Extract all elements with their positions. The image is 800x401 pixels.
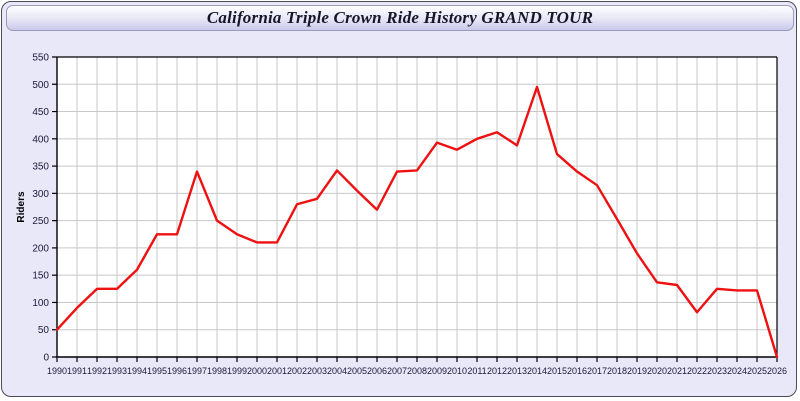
x-tick-label: 1991	[67, 366, 87, 376]
x-tick-label: 2006	[367, 366, 387, 376]
x-tick-label: 2003	[307, 366, 327, 376]
x-tick-label: 2014	[527, 366, 547, 376]
x-tick-label: 2023	[707, 366, 727, 376]
page-title: California Triple Crown Ride History GRA…	[206, 8, 594, 27]
x-axis-ticks: 1990 1991 1992 1993 1994 1995 1996 1997 1998 1999…	[47, 357, 787, 376]
y-tick-label: 400	[32, 134, 49, 145]
y-axis-ticks: 0 50 100 150 200 250 300 350 400 450 500 550	[32, 53, 57, 364]
x-tick-label: 1997	[187, 366, 207, 376]
y-tick-label: 350	[32, 162, 49, 173]
y-tick-label: 50	[38, 325, 50, 336]
x-tick-label: 2019	[627, 366, 647, 376]
x-tick-label: 2004	[327, 366, 347, 376]
x-tick-label: 1994	[127, 366, 147, 376]
x-tick-label: 2013	[507, 366, 527, 376]
y-tick-label: 200	[32, 243, 49, 254]
x-tick-label: 2020	[647, 366, 667, 376]
y-tick-label: 150	[32, 271, 49, 282]
x-tick-label: 2024	[727, 366, 747, 376]
y-tick-label: 300	[32, 189, 49, 200]
x-tick-label: 2001	[267, 366, 287, 376]
x-tick-label: 1992	[87, 366, 107, 376]
y-tick-label: 550	[32, 53, 49, 64]
x-tick-label: 1998	[207, 366, 227, 376]
x-tick-label: 2017	[587, 366, 607, 376]
x-tick-label: 2015	[547, 366, 567, 376]
x-tick-label: 1990	[47, 366, 67, 376]
x-tick-label: 2025	[747, 366, 767, 376]
x-tick-label: 2011	[467, 366, 486, 376]
plot-area: 0 50 100 150 200 250 300 350 400 450 500 550 1990 19…	[2, 33, 796, 396]
x-tick-label: 2016	[567, 366, 587, 376]
x-tick-label: 1999	[227, 366, 247, 376]
chart-title-bar: California Triple Crown Ride History GRA…	[6, 5, 794, 31]
x-tick-label: 2007	[387, 366, 407, 376]
y-tick-label: 250	[32, 216, 49, 227]
y-tick-label: 0	[43, 353, 49, 364]
y-axis-label: Riders	[16, 191, 27, 223]
y-tick-label: 450	[32, 107, 49, 118]
x-tick-label: 2002	[287, 366, 307, 376]
riders-series-line	[55, 85, 779, 359]
x-tick-label: 2009	[427, 366, 447, 376]
x-tick-label: 2012	[487, 366, 507, 376]
x-tick-label: 2005	[347, 366, 367, 376]
x-tick-label: 2021	[667, 366, 687, 376]
x-tick-label: 2018	[607, 366, 627, 376]
y-tick-label: 500	[32, 80, 49, 91]
x-tick-label: 2010	[447, 366, 467, 376]
x-tick-label: 2000	[247, 366, 267, 376]
x-tick-label: 2008	[407, 366, 427, 376]
x-tick-label: 1996	[167, 366, 187, 376]
x-tick-label: 2022	[687, 366, 707, 376]
x-tick-label: 2026	[767, 366, 787, 376]
x-tick-label: 1993	[107, 366, 127, 376]
y-tick-label: 100	[32, 298, 49, 309]
x-tick-label: 1995	[147, 366, 167, 376]
